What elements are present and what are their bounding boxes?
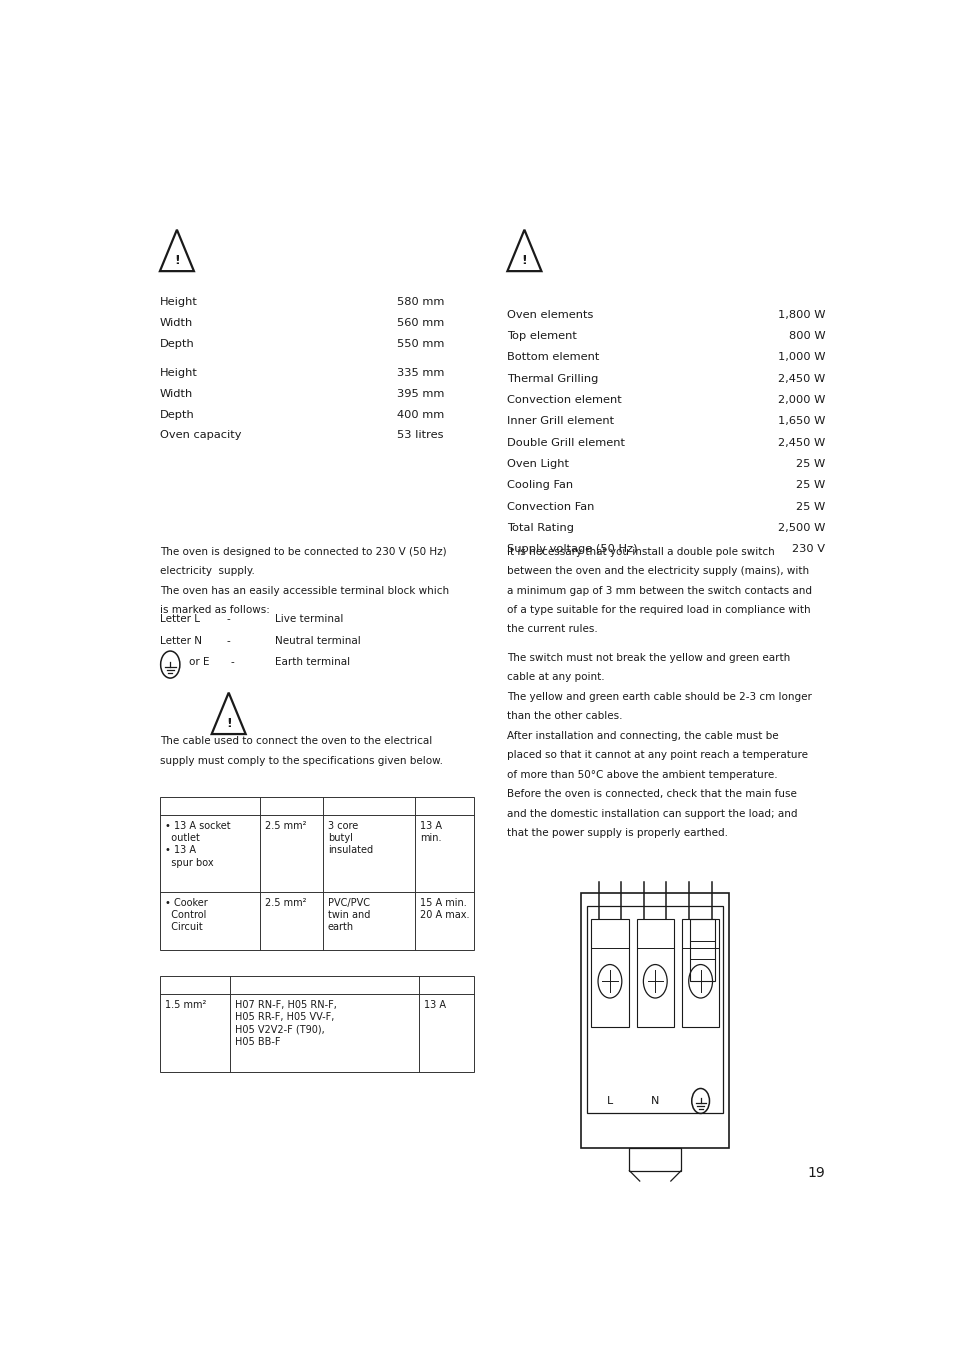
Text: 13 A: 13 A	[423, 1000, 445, 1009]
Bar	[690, 919, 715, 981]
Bar	[636, 919, 673, 1027]
Text: a minimum gap of 3 mm between the switch contacts and: a minimum gap of 3 mm between the switch…	[507, 585, 812, 596]
Text: Oven capacity: Oven capacity	[160, 431, 241, 440]
Text: After installation and connecting, the cable must be: After installation and connecting, the c…	[507, 731, 779, 742]
Text: -: -	[230, 658, 233, 667]
Text: electricity  supply.: electricity supply.	[160, 566, 254, 577]
Text: of more than 50°C above the ambient temperature.: of more than 50°C above the ambient temp…	[507, 770, 778, 780]
Text: 800 W: 800 W	[788, 331, 824, 342]
Text: Oven elements: Oven elements	[507, 309, 593, 320]
Text: • Cooker
  Control
  Circuit: • Cooker Control Circuit	[165, 897, 208, 932]
Text: It is necessary that you install a double pole switch: It is necessary that you install a doubl…	[507, 547, 775, 557]
Text: Convection Fan: Convection Fan	[507, 501, 594, 512]
Text: -: -	[226, 613, 230, 624]
Text: supply must comply to the specifications given below.: supply must comply to the specifications…	[160, 755, 442, 766]
Text: Live terminal: Live terminal	[274, 613, 342, 624]
Text: The oven is designed to be connected to 230 V (50 Hz): The oven is designed to be connected to …	[160, 547, 446, 557]
Text: PVC/PVC
twin and
earth: PVC/PVC twin and earth	[328, 897, 370, 932]
Text: Height: Height	[160, 297, 197, 308]
Text: 335 mm: 335 mm	[396, 367, 443, 378]
Text: of a type suitable for the required load in compliance with: of a type suitable for the required load…	[507, 605, 810, 615]
Text: 1,000 W: 1,000 W	[777, 353, 824, 362]
Bar	[580, 893, 728, 1148]
Text: placed so that it cannot at any point reach a temperature: placed so that it cannot at any point re…	[507, 750, 807, 761]
Text: 230 V: 230 V	[792, 544, 824, 554]
Text: Letter N: Letter N	[160, 636, 202, 647]
Text: 2,450 W: 2,450 W	[778, 374, 824, 384]
Text: 1.5 mm²: 1.5 mm²	[165, 1000, 206, 1009]
Text: 19: 19	[807, 1166, 824, 1179]
Text: Convection element: Convection element	[507, 394, 621, 405]
Text: !: !	[226, 717, 232, 730]
Text: • 13 A socket
  outlet
• 13 A
  spur box: • 13 A socket outlet • 13 A spur box	[165, 820, 231, 867]
Text: the current rules.: the current rules.	[507, 624, 598, 634]
Text: 2,000 W: 2,000 W	[777, 394, 824, 405]
Text: The cable used to connect the oven to the electrical: The cable used to connect the oven to th…	[160, 736, 432, 746]
Bar	[160, 797, 474, 950]
Bar	[681, 919, 719, 1027]
Text: Double Grill element: Double Grill element	[507, 438, 625, 447]
Bar	[587, 907, 722, 1113]
Text: Oven Light: Oven Light	[507, 459, 569, 469]
Text: H07 RN-F, H05 RN-F,
H05 RR-F, H05 VV-F,
H05 V2V2-F (T90),
H05 BB-F: H07 RN-F, H05 RN-F, H05 RR-F, H05 VV-F, …	[235, 1000, 336, 1047]
Text: Cooling Fan: Cooling Fan	[507, 481, 573, 490]
Text: Width: Width	[160, 389, 193, 399]
Text: !: !	[521, 254, 527, 267]
Text: than the other cables.: than the other cables.	[507, 711, 622, 721]
Text: 3 core
butyl
insulated: 3 core butyl insulated	[328, 820, 373, 855]
Bar	[629, 1148, 680, 1171]
Text: Supply voltage (50 Hz): Supply voltage (50 Hz)	[507, 544, 638, 554]
Text: 53 litres: 53 litres	[396, 431, 442, 440]
Text: 25 W: 25 W	[795, 501, 824, 512]
Text: 2.5 mm²: 2.5 mm²	[265, 897, 306, 908]
Text: 400 mm: 400 mm	[396, 409, 443, 420]
Text: 2.5 mm²: 2.5 mm²	[265, 820, 306, 831]
Text: Height: Height	[160, 367, 197, 378]
Text: 580 mm: 580 mm	[396, 297, 443, 308]
Text: Thermal Grilling: Thermal Grilling	[507, 374, 598, 384]
Text: Depth: Depth	[160, 339, 194, 349]
Text: 2,450 W: 2,450 W	[778, 438, 824, 447]
Text: 1,800 W: 1,800 W	[777, 309, 824, 320]
Bar	[160, 975, 474, 1073]
Text: !: !	[173, 254, 179, 267]
Text: The yellow and green earth cable should be 2-3 cm longer: The yellow and green earth cable should …	[507, 692, 811, 701]
Bar	[591, 919, 628, 1027]
Text: The switch must not break the yellow and green earth: The switch must not break the yellow and…	[507, 653, 790, 663]
Text: 1,650 W: 1,650 W	[777, 416, 824, 427]
Text: that the power supply is properly earthed.: that the power supply is properly earthe…	[507, 828, 728, 838]
Text: Top element: Top element	[507, 331, 577, 342]
Text: Letter L: Letter L	[160, 613, 200, 624]
Text: 13 A
min.: 13 A min.	[419, 820, 441, 843]
Text: cable at any point.: cable at any point.	[507, 673, 604, 682]
Text: or E: or E	[190, 658, 210, 667]
Text: Inner Grill element: Inner Grill element	[507, 416, 614, 427]
Text: 15 A min.
20 A max.: 15 A min. 20 A max.	[419, 897, 469, 920]
Text: Width: Width	[160, 317, 193, 328]
Text: 560 mm: 560 mm	[396, 317, 443, 328]
Text: 550 mm: 550 mm	[396, 339, 443, 349]
Text: -: -	[226, 636, 230, 647]
Text: 25 W: 25 W	[795, 459, 824, 469]
Text: 2,500 W: 2,500 W	[777, 523, 824, 534]
Text: The oven has an easily accessible terminal block which: The oven has an easily accessible termin…	[160, 585, 449, 596]
Text: 395 mm: 395 mm	[396, 389, 443, 399]
Text: L: L	[606, 1096, 613, 1106]
Text: Before the oven is connected, check that the main fuse: Before the oven is connected, check that…	[507, 789, 797, 800]
Text: Earth terminal: Earth terminal	[274, 658, 349, 667]
Text: 25 W: 25 W	[795, 481, 824, 490]
Text: Bottom element: Bottom element	[507, 353, 599, 362]
Text: is marked as follows:: is marked as follows:	[160, 605, 270, 615]
Text: Neutral terminal: Neutral terminal	[274, 636, 360, 647]
Text: N: N	[650, 1096, 659, 1106]
Text: between the oven and the electricity supply (mains), with: between the oven and the electricity sup…	[507, 566, 809, 577]
Text: Depth: Depth	[160, 409, 194, 420]
Text: and the domestic installation can support the load; and: and the domestic installation can suppor…	[507, 809, 797, 819]
Text: Total Rating: Total Rating	[507, 523, 574, 534]
